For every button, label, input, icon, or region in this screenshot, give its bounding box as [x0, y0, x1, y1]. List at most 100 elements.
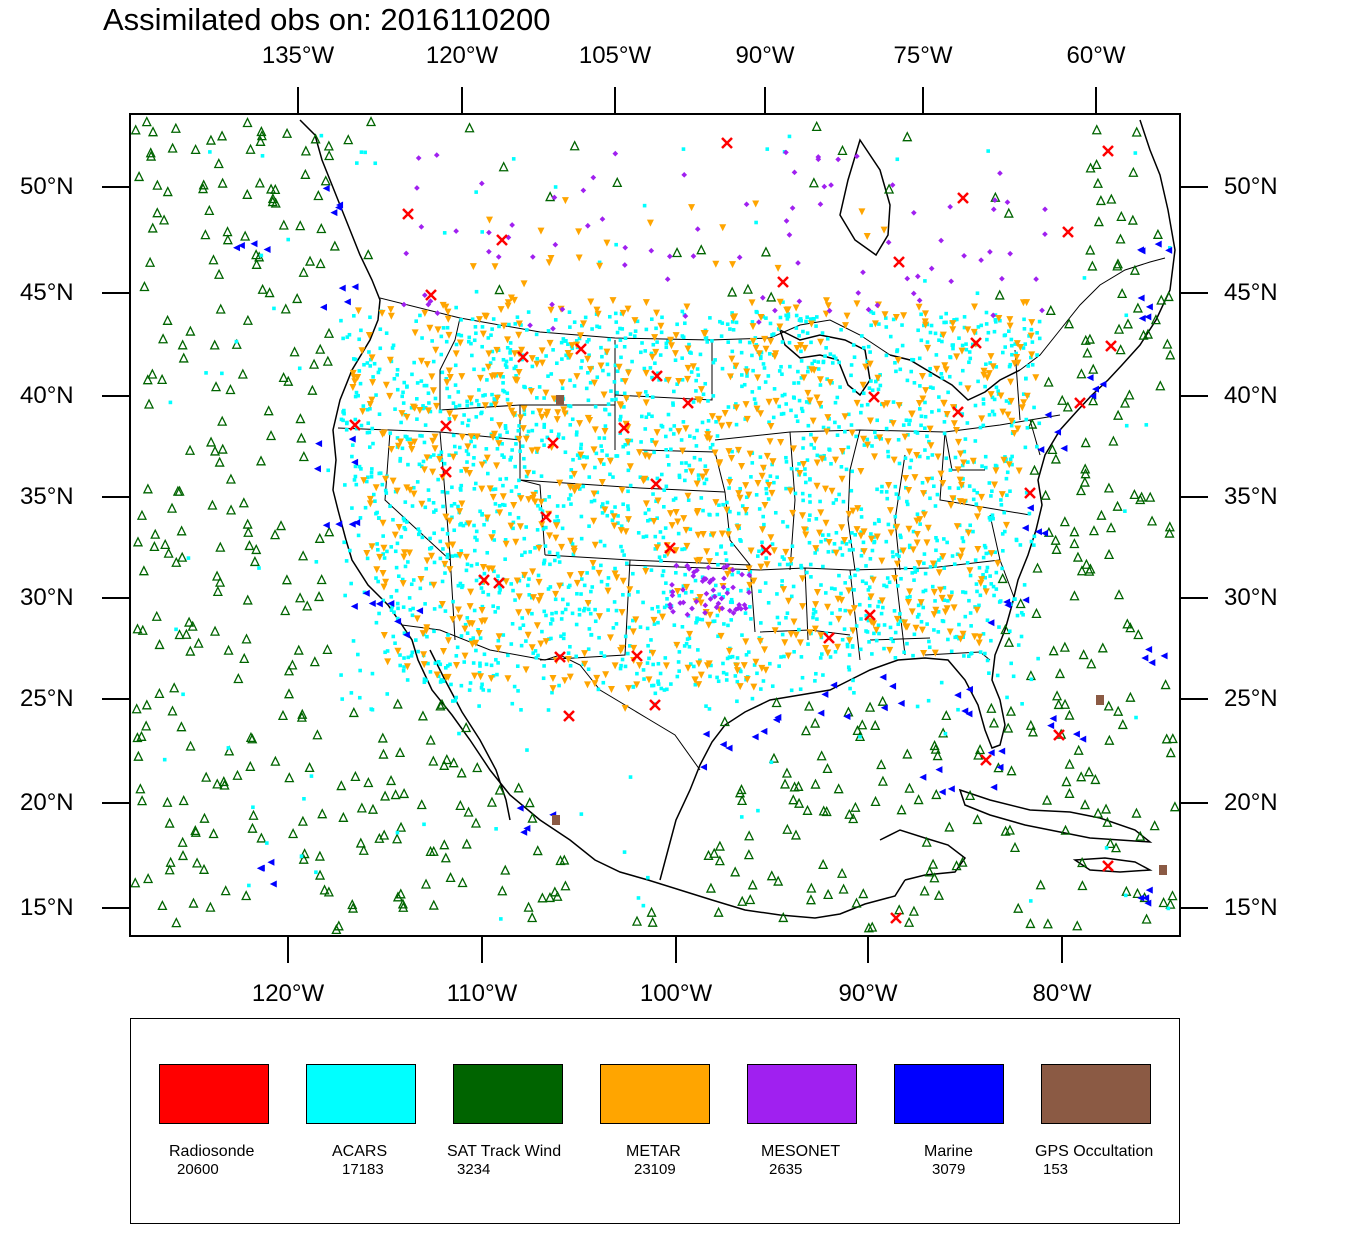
sat-wind-marker: [398, 901, 409, 912]
acars-marker: [459, 483, 464, 488]
acars-marker: [1037, 336, 1042, 341]
acars-marker: [725, 500, 729, 505]
acars-marker: [895, 584, 900, 588]
acars-marker: [542, 422, 547, 427]
mesonet-marker: [721, 575, 727, 582]
acars-marker: [701, 508, 705, 513]
acars-marker: [454, 305, 458, 310]
acars-marker: [511, 157, 516, 161]
metar-marker: [473, 433, 481, 441]
acars-marker: [806, 365, 811, 370]
acars-marker: [897, 554, 901, 559]
acars-marker: [787, 340, 792, 345]
sat-wind-marker: [1005, 705, 1017, 716]
sat-wind-marker: [445, 871, 456, 883]
metar-marker: [725, 647, 733, 655]
metar-marker: [517, 414, 525, 422]
acars-marker: [390, 346, 395, 350]
acars-marker: [438, 662, 443, 667]
metar-marker: [600, 391, 608, 399]
metar-marker: [564, 349, 572, 357]
metar-marker: [552, 590, 560, 598]
acars-marker: [740, 384, 744, 389]
acars-marker: [943, 731, 948, 736]
acars-marker: [843, 608, 848, 613]
acars-marker: [589, 589, 593, 594]
metar-marker: [824, 603, 832, 611]
marine-marker: [1060, 444, 1068, 452]
acars-marker: [728, 476, 732, 481]
acars-marker: [665, 339, 670, 344]
metar-marker: [811, 625, 819, 633]
sat-wind-marker: [1082, 347, 1093, 358]
metar-marker: [524, 631, 532, 639]
metar-marker: [561, 677, 569, 685]
acars-marker: [385, 549, 389, 554]
acars-marker: [767, 420, 771, 425]
acars-marker: [952, 318, 957, 322]
acars-marker: [522, 536, 527, 541]
acars-marker: [493, 487, 498, 491]
metar-marker: [703, 662, 711, 670]
acars-marker: [981, 423, 986, 428]
sat-wind-marker: [1088, 363, 1099, 374]
metar-marker: [798, 512, 806, 520]
acars-marker: [402, 380, 407, 385]
metar-marker: [906, 588, 914, 596]
sat-wind-marker: [1078, 649, 1089, 660]
acars-marker: [472, 523, 476, 528]
mesonet-marker: [421, 292, 428, 298]
marine-marker: [1089, 392, 1097, 400]
acars-marker: [451, 599, 455, 604]
marine-marker: [250, 240, 258, 248]
acars-marker: [542, 443, 546, 447]
acars-marker: [1035, 353, 1039, 357]
metar-marker: [724, 531, 732, 539]
acars-marker: [402, 631, 407, 635]
acars-marker: [767, 352, 772, 356]
metar-marker: [651, 440, 659, 448]
acars-marker: [478, 509, 482, 514]
acars-marker: [393, 489, 398, 494]
acars-marker: [393, 549, 398, 554]
acars-marker: [999, 503, 1004, 507]
acars-marker: [450, 699, 455, 703]
acars-marker: [649, 568, 654, 572]
metar-marker: [793, 344, 801, 352]
acars-marker: [928, 385, 933, 390]
acars-marker: [882, 623, 887, 627]
metar-marker: [488, 534, 496, 542]
metar-marker: [902, 623, 910, 631]
sat-wind-marker: [1117, 287, 1128, 299]
acars-marker: [730, 449, 734, 454]
acars-marker: [536, 653, 540, 658]
mesonet-marker: [719, 605, 725, 612]
acars-marker: [491, 357, 496, 361]
acars-marker: [884, 353, 889, 358]
metar-marker: [522, 435, 530, 443]
acars-marker: [416, 527, 421, 531]
acars-marker: [491, 317, 496, 321]
acars-marker: [650, 375, 654, 380]
acars-marker: [947, 374, 952, 379]
metar-marker: [718, 422, 726, 430]
acars-marker: [493, 502, 498, 506]
acars-marker: [607, 412, 612, 417]
sat-wind-marker: [231, 338, 242, 349]
sat-wind-marker: [1161, 733, 1172, 744]
acars-marker: [660, 315, 664, 320]
coastline-outline: [299, 119, 1176, 919]
acars-marker: [447, 395, 452, 399]
acars-marker: [476, 403, 481, 407]
acars-marker: [378, 327, 383, 332]
metar-marker: [379, 570, 387, 578]
acars-marker: [483, 393, 487, 397]
acars-marker: [610, 510, 614, 514]
acars-marker: [627, 625, 632, 630]
metar-marker: [667, 336, 675, 344]
sat-wind-marker: [908, 905, 919, 916]
metar-marker: [743, 415, 751, 423]
acars-marker: [402, 656, 406, 660]
acars-marker: [645, 476, 650, 481]
acars-marker: [699, 496, 704, 500]
